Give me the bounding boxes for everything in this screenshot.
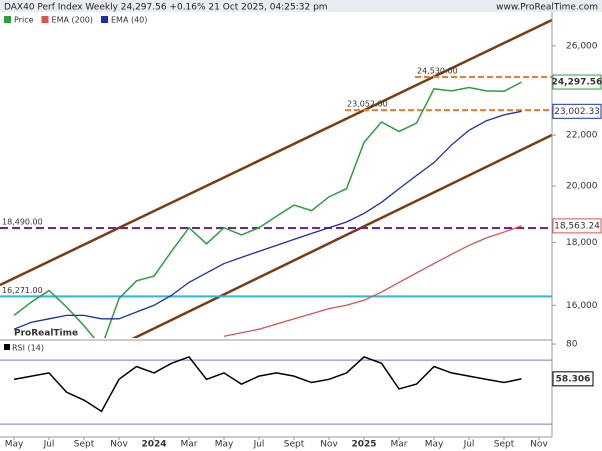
header-site: www.ProRealTime.com	[496, 3, 598, 13]
value-badge	[552, 371, 594, 387]
rsi-title: RSI (14)	[12, 344, 44, 353]
x-tick-label: Mar	[391, 440, 408, 450]
y-tick-label: 22,000	[566, 131, 598, 141]
legend-swatch	[101, 16, 108, 23]
value-badge	[552, 218, 602, 234]
watermark: ProRealTime	[14, 329, 78, 339]
y-tick-label: 20,000	[566, 182, 598, 192]
rsi-plot	[0, 356, 552, 425]
level-label: 18,490.00	[2, 217, 43, 226]
x-tick-label: Sept	[494, 440, 515, 450]
header-bar	[0, 0, 602, 12]
x-tick-label: Nov	[110, 440, 128, 450]
value-badge	[552, 103, 602, 119]
value-label: 58.306	[556, 374, 591, 384]
x-tick-label: Nov	[320, 440, 338, 450]
value-badge	[552, 74, 602, 90]
y-tick-label: 26,000	[566, 41, 598, 51]
x-tick-label: Sept	[74, 440, 95, 450]
value-label: 24,297.56	[552, 78, 602, 88]
x-tick-label: Jul	[43, 440, 55, 450]
legend-label: Price	[14, 16, 34, 25]
series-line	[13, 356, 522, 413]
price-plot	[0, 75, 552, 338]
legend-label: EMA (200)	[52, 16, 93, 25]
value-label: 18,563.24	[554, 221, 600, 231]
x-tick-label: 2024	[141, 440, 166, 450]
y-tick-label: 16,000	[566, 301, 598, 311]
series-line	[223, 225, 522, 337]
x-tick-label: Jul	[463, 440, 475, 450]
level-label: 23,052.00	[347, 100, 388, 109]
header-title: DAX40 Perf Index Weekly 24,297.56 +0.16%…	[4, 3, 328, 13]
rsi-swatch	[4, 344, 10, 350]
x-tick-label: Nov	[530, 440, 548, 450]
x-tick-label: Mar	[181, 440, 198, 450]
x-tick-label: May	[5, 440, 24, 450]
x-tick-label: 2025	[351, 440, 376, 450]
x-tick-label: Jul	[253, 440, 265, 450]
value-label: 23,002.33	[554, 107, 600, 117]
series-line	[13, 81, 522, 338]
y-tick-label: 80	[566, 340, 578, 350]
x-tick-label: May	[215, 440, 234, 450]
legend-swatch	[41, 16, 49, 23]
y-tick-label: 18,000	[566, 238, 598, 248]
level-label: 24,530.00	[417, 66, 458, 75]
legend-label: EMA (40)	[111, 16, 147, 25]
trend-channel	[0, 18, 552, 338]
legend-swatch	[4, 16, 11, 23]
series-line	[13, 110, 522, 330]
x-tick-label: Sept	[284, 440, 305, 450]
level-label: 16,271.00	[2, 286, 43, 295]
x-tick-label: May	[425, 440, 444, 450]
